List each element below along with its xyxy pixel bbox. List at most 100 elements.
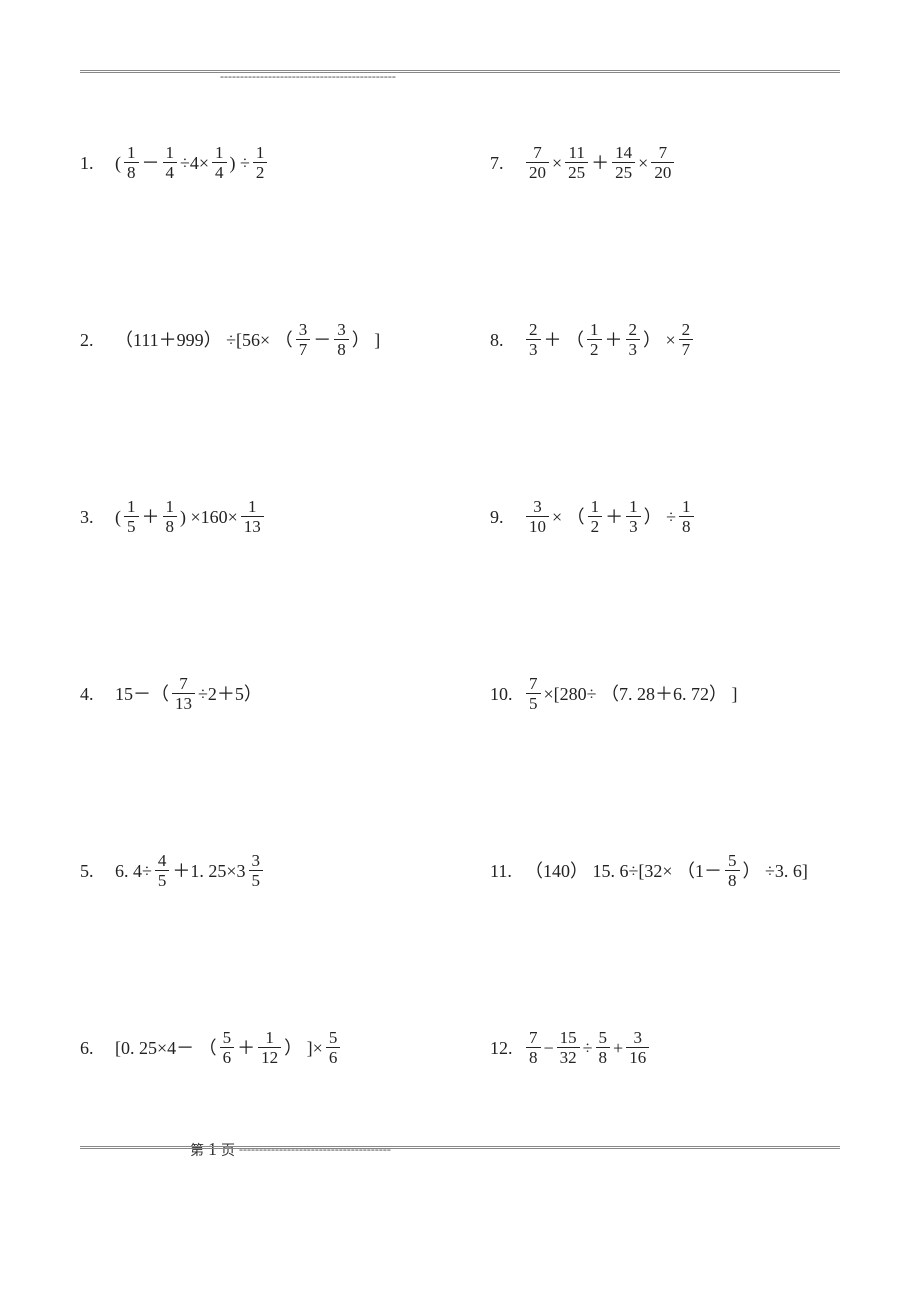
expression-text: × — [551, 154, 563, 172]
fraction-numerator: 2 — [526, 321, 541, 339]
problem-expression: 78 − 1532 ÷ 58 + 316 — [524, 1029, 651, 1066]
expression-text: − — [543, 1039, 555, 1057]
right-column: 7.720×1125＋1425×7208.23＋ （12＋23） ×279.31… — [490, 144, 840, 1106]
fraction-denominator: 8 — [679, 516, 694, 535]
problem: 6.[0. 25×4－ （56＋112） ]×56 — [80, 1029, 430, 1066]
expression-text: ÷ — [582, 1039, 594, 1057]
fraction: 23 — [626, 321, 641, 358]
footer-dashes: -------------------------------------- — [239, 1142, 391, 1157]
fraction-numerator: 14 — [612, 144, 635, 162]
fraction: 38 — [334, 321, 349, 358]
expression-text: ） × — [642, 331, 677, 349]
fraction-numerator: 5 — [725, 852, 740, 870]
expression-text: 15－（ — [114, 685, 170, 703]
fraction: 13 — [626, 498, 641, 535]
fraction-numerator: 1 — [163, 498, 178, 516]
fraction: 720 — [651, 144, 674, 181]
fraction-numerator: 4 — [155, 852, 170, 870]
expression-text: ) ×160× — [179, 508, 239, 526]
problem: 9.310× （12＋13） ÷18 — [490, 498, 840, 535]
expression-text: ＋ — [590, 154, 610, 172]
problem: 4.15－（713÷2＋5） — [80, 675, 430, 712]
fraction-numerator: 1 — [588, 498, 603, 516]
expression-text: ＋ （ — [543, 331, 586, 349]
fraction: 310 — [526, 498, 549, 535]
fraction-denominator: 32 — [557, 1047, 580, 1066]
expression-text: × — [637, 154, 649, 172]
fraction-numerator: 1 — [124, 144, 139, 162]
fraction: 720 — [526, 144, 549, 181]
problem: 5.6. 4÷45＋1. 25×335 — [80, 852, 430, 889]
expression-text: （111＋999） ÷[56× （ — [114, 331, 294, 349]
fraction: 18 — [124, 144, 139, 181]
problem: 3.(15＋18) ×160×113 — [80, 498, 430, 535]
fraction-denominator: 13 — [241, 516, 264, 535]
fraction-numerator: 1 — [626, 498, 641, 516]
fraction: 15 — [124, 498, 139, 535]
problem-number: 6. — [80, 1039, 114, 1057]
fraction: 1125 — [565, 144, 588, 181]
fraction: 58 — [725, 852, 740, 889]
fraction-numerator: 7 — [530, 144, 545, 162]
fraction-denominator: 8 — [596, 1047, 611, 1066]
problem-expression: 23＋ （12＋23） ×27 — [524, 321, 695, 358]
fraction-denominator: 5 — [249, 870, 264, 889]
fraction-numerator: 1 — [245, 498, 260, 516]
expression-text: ） ]× — [283, 1039, 324, 1057]
expression-text: － — [141, 154, 161, 172]
fraction-numerator: 1 — [212, 144, 227, 162]
expression-text: ） ÷ — [643, 508, 677, 526]
fraction: 14 — [212, 144, 227, 181]
problem-number: 7. — [490, 154, 524, 172]
fraction-numerator: 7 — [176, 675, 191, 693]
problem-expression: 720×1125＋1425×720 — [524, 144, 676, 181]
fraction: 112 — [258, 1029, 281, 1066]
fraction: 12 — [588, 498, 603, 535]
expression-text: ( — [114, 154, 122, 172]
problem-expression: 6. 4÷45＋1. 25×335 — [114, 852, 265, 889]
fraction: 75 — [526, 675, 541, 712]
fraction-denominator: 16 — [626, 1047, 649, 1066]
fraction-denominator: 3 — [626, 516, 641, 535]
fraction-numerator: 1 — [163, 144, 178, 162]
problem-number: 10. — [490, 685, 524, 703]
fraction: 713 — [172, 675, 195, 712]
footer-rule — [80, 1146, 840, 1149]
fraction-numerator: 15 — [557, 1029, 580, 1047]
fraction-denominator: 2 — [253, 162, 268, 181]
expression-text: ＋1. 25×3 — [171, 862, 246, 880]
fraction: 12 — [253, 144, 268, 181]
expression-text: ） ÷3. 6] — [742, 862, 809, 880]
problem-number: 8. — [490, 331, 524, 349]
fraction-numerator: 7 — [656, 144, 671, 162]
problem-expression: 75×[280÷ （7. 28＋6. 72） ] — [524, 675, 739, 712]
fraction-numerator: 5 — [596, 1029, 611, 1047]
fraction-numerator: 11 — [565, 144, 587, 162]
fraction-numerator: 1 — [679, 498, 694, 516]
fraction-denominator: 25 — [612, 162, 635, 181]
fraction-numerator: 3 — [630, 1029, 645, 1047]
expression-text: × （ — [551, 508, 586, 526]
fraction-numerator: 1 — [262, 1029, 277, 1047]
fraction-denominator: 8 — [526, 1047, 541, 1066]
expression-text: ×[280÷ （7. 28＋6. 72） ] — [543, 685, 739, 703]
problem-number: 12. — [490, 1039, 524, 1057]
fraction: 1532 — [557, 1029, 580, 1066]
footer-suffix: 页 — [221, 1140, 235, 1160]
fraction-denominator: 6 — [326, 1047, 341, 1066]
expression-text: 6. 4÷ — [114, 862, 153, 880]
problem: 8.23＋ （12＋23） ×27 — [490, 321, 840, 358]
fraction: 56 — [326, 1029, 341, 1066]
expression-text: ( — [114, 508, 122, 526]
fraction-numerator: 1 — [587, 321, 602, 339]
fraction-denominator: 4 — [163, 162, 178, 181]
fraction-numerator: 3 — [334, 321, 349, 339]
footer-prefix: 第 — [190, 1140, 204, 1160]
fraction: 58 — [596, 1029, 611, 1066]
problem-number: 5. — [80, 862, 114, 880]
expression-text: （140） 15. 6÷[32× （1－ — [524, 862, 723, 880]
problem-expression: （111＋999） ÷[56× （37－38） ] — [114, 321, 381, 358]
problem-number: 3. — [80, 508, 114, 526]
fraction-denominator: 8 — [334, 339, 349, 358]
expression-text: ） ] — [351, 331, 382, 349]
